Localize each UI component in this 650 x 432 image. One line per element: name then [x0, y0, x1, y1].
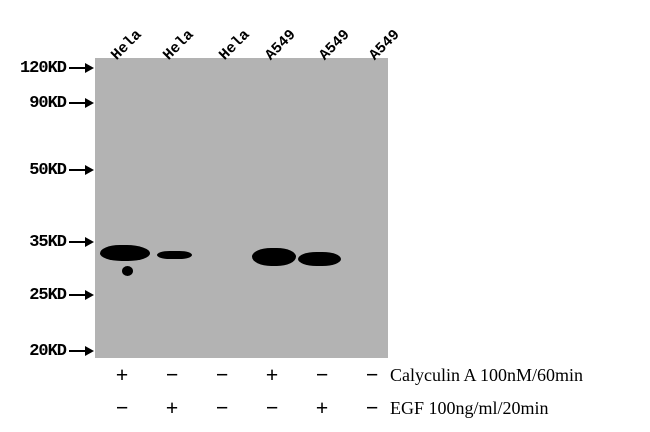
lane-label-6: A549 — [366, 26, 404, 65]
marker-label: 20KD — [29, 341, 67, 361]
marker-label: 35KD — [29, 232, 67, 252]
marker-row-35kd: 35KD — [0, 232, 94, 252]
treatment1-symbol-lane6: − — [365, 362, 379, 387]
marker-row-20kd: 20KD — [0, 341, 94, 361]
lane-label-4: A549 — [262, 26, 300, 65]
treatment2-symbol-lane3: − — [215, 395, 229, 420]
treatment2-symbol-lane5: + — [315, 395, 329, 420]
marker-label: 25KD — [29, 285, 67, 305]
band-lane1-speck — [122, 266, 133, 276]
treatment2-symbol-lane2: + — [165, 395, 179, 420]
lane-label-2: Hela — [160, 26, 198, 65]
treatment1-label: Calyculin A 100nM/60min — [390, 365, 584, 385]
band-lane1 — [100, 245, 150, 261]
treatment1-symbol-lane4: + — [265, 362, 279, 387]
marker-label: 50KD — [29, 160, 67, 180]
treatment2-symbol-lane4: − — [265, 395, 279, 420]
marker-row-120kd: 120KD — [0, 58, 94, 78]
right-arrow-icon — [69, 98, 94, 108]
treatment2-symbol-lane1: − — [115, 395, 129, 420]
marker-row-50kd: 50KD — [0, 160, 94, 180]
right-arrow-icon — [69, 237, 94, 247]
blot-membrane — [95, 58, 388, 358]
marker-label: 120KD — [19, 58, 67, 78]
right-arrow-icon — [69, 165, 94, 175]
band-lane5 — [298, 252, 341, 266]
right-arrow-icon — [69, 290, 94, 300]
treatment1-symbol-lane2: − — [165, 362, 179, 387]
treatment2-label: EGF 100ng/ml/20min — [390, 398, 549, 418]
treatment2-symbol-lane6: − — [365, 395, 379, 420]
marker-label: 90KD — [29, 93, 67, 113]
treatment1-symbol-lane1: + — [115, 362, 129, 387]
treatment1-symbol-lane5: − — [315, 362, 329, 387]
lane-label-1: Hela — [108, 26, 146, 65]
band-lane4 — [252, 248, 296, 266]
marker-row-90kd: 90KD — [0, 93, 94, 113]
marker-row-25kd: 25KD — [0, 285, 94, 305]
right-arrow-icon — [69, 63, 94, 73]
lane-label-3: Hela — [216, 26, 254, 65]
band-lane2 — [157, 251, 192, 259]
lane-label-5: A549 — [316, 26, 354, 65]
right-arrow-icon — [69, 346, 94, 356]
treatment1-symbol-lane3: − — [215, 362, 229, 387]
